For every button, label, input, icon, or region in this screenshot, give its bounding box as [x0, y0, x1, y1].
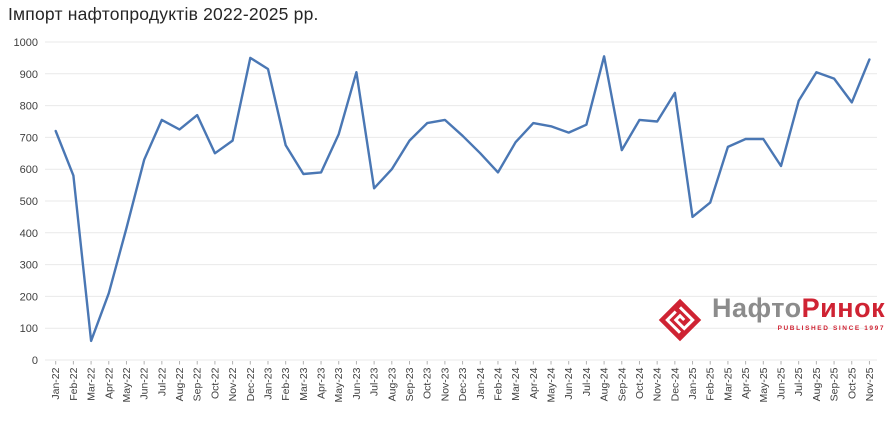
y-axis-label: 800: [20, 101, 38, 113]
x-axis-label: May-23: [333, 367, 345, 402]
x-axis-label: Sep-22: [192, 367, 204, 401]
x-axis-label: Sep-23: [404, 367, 416, 401]
x-axis-label: Apr-25: [740, 367, 752, 399]
x-axis-label: May-24: [546, 367, 558, 402]
x-axis-label: Oct-23: [422, 367, 434, 399]
x-axis-label: Aug-23: [386, 367, 398, 401]
naftorynok-logo: НафтоРинок PUBLISHED SINCE 1997: [658, 293, 885, 346]
x-axis-label: Nov-22: [227, 367, 239, 401]
naftorynok-diamond-icon: [658, 298, 702, 342]
x-axis-label: Dec-22: [245, 367, 257, 401]
x-axis-label: Mar-22: [86, 367, 98, 400]
x-axis-label: Sep-24: [616, 367, 628, 401]
x-axis-label: Nov-24: [652, 367, 664, 401]
y-axis-label: 200: [20, 291, 38, 303]
x-axis-label: Feb-25: [705, 367, 717, 400]
y-axis-label: 1000: [14, 37, 38, 49]
x-axis-label: Feb-24: [492, 367, 504, 400]
data-series-line: [54, 55, 871, 343]
x-axis-label: Jun-24: [563, 367, 575, 399]
y-axis-label: 400: [20, 228, 38, 240]
y-axis-label: 300: [20, 260, 38, 272]
x-axis-label: Oct-22: [209, 367, 221, 399]
y-axis-label: 900: [20, 69, 38, 81]
x-axis-label: Oct-24: [634, 367, 646, 399]
x-axis-label: May-22: [121, 367, 133, 402]
x-axis-label: Aug-25: [811, 367, 823, 401]
x-axis-label: Dec-24: [669, 367, 681, 401]
x-axis-label: Jan-22: [50, 367, 62, 399]
x-axis-label: Jun-23: [351, 367, 363, 399]
x-axis-label: Nov-23: [439, 367, 451, 401]
y-axis-label: 0: [32, 355, 38, 367]
chart-title: Імпорт нафтопродуктів 2022-2025 рр.: [8, 4, 319, 24]
x-axis-label: Apr-22: [103, 367, 115, 399]
x-axis-label: Jul-22: [156, 367, 168, 396]
x-axis-label: Feb-23: [280, 367, 292, 400]
logo-brand-name: НафтоРинок: [712, 293, 886, 324]
x-axis-label: Aug-22: [174, 367, 186, 401]
x-axis-label: Jan-24: [475, 367, 487, 399]
x-axis-label: Aug-24: [599, 367, 611, 401]
y-axis-label: 700: [20, 132, 38, 144]
x-axis-label: Jan-25: [687, 367, 699, 399]
x-axis-label: Nov-25: [864, 367, 876, 401]
y-axis-label: 600: [20, 164, 38, 176]
x-axis-label: Jun-25: [775, 367, 787, 399]
logo-tagline: PUBLISHED SINCE 1997: [777, 324, 886, 332]
x-axis-label: May-25: [758, 367, 770, 402]
x-axis-label: Mar-24: [510, 367, 522, 400]
x-axis-label: Feb-22: [68, 367, 80, 400]
x-axis-label: Jan-23: [262, 367, 274, 399]
naftorynok-logo-text: НафтоРинок PUBLISHED SINCE 1997: [712, 293, 886, 332]
x-axis-label: Sep-25: [829, 367, 841, 401]
logo-brand-part1: Нафто: [712, 293, 802, 323]
x-axis-label: Jun-22: [139, 367, 151, 399]
x-axis-label: Dec-23: [457, 367, 469, 401]
x-axis-label: Mar-23: [298, 367, 310, 400]
x-axis-label: Jul-23: [369, 367, 381, 396]
y-axis-label: 100: [20, 323, 38, 335]
logo-brand-part2: Ринок: [801, 293, 886, 323]
x-axis-label: Apr-24: [528, 367, 540, 399]
x-axis-label: Oct-25: [846, 367, 858, 399]
x-axis-label: Jul-25: [793, 367, 805, 396]
y-axis-label: 500: [20, 196, 38, 208]
x-axis-label: Apr-23: [316, 367, 328, 399]
x-axis-label: Mar-25: [722, 367, 734, 400]
x-axis-label: Jul-24: [581, 367, 593, 396]
